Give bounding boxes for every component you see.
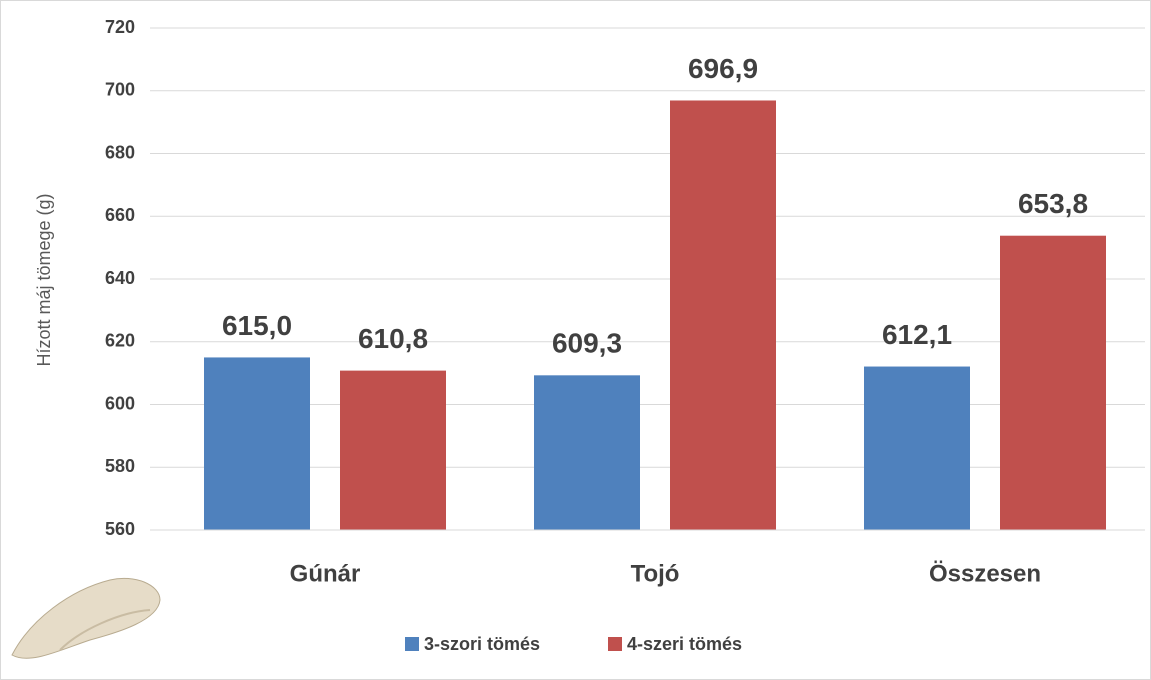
x-tick-label: Gúnár: [290, 560, 361, 587]
bar: [534, 375, 640, 530]
value-label: 610,8: [358, 323, 428, 354]
value-label: 609,3: [552, 328, 622, 359]
legend-label: 4-szeri tömés: [627, 634, 742, 654]
legend-swatch: [405, 637, 419, 651]
bar: [340, 370, 446, 530]
y-tick-label: 680: [105, 142, 135, 162]
value-label: 696,9: [688, 53, 758, 84]
value-label: 615,0: [222, 310, 292, 341]
legend-swatch: [608, 637, 622, 651]
bar: [670, 100, 776, 530]
value-label: 612,1: [882, 319, 952, 350]
y-axis-label: Hízott máj tömege (g): [34, 193, 54, 366]
y-tick-label: 720: [105, 17, 135, 37]
liver-illustration: [11, 577, 161, 659]
y-tick-label: 600: [105, 393, 135, 413]
x-tick-label: Összesen: [929, 560, 1041, 587]
y-tick-label: 660: [105, 205, 135, 225]
y-tick-label: 700: [105, 80, 135, 100]
bar: [864, 366, 970, 530]
y-tick-label: 620: [105, 331, 135, 351]
y-tick-label: 560: [105, 519, 135, 539]
y-tick-label: 640: [105, 268, 135, 288]
value-label: 653,8: [1018, 188, 1088, 219]
bar: [1000, 235, 1106, 530]
y-tick-label: 580: [105, 456, 135, 476]
x-tick-label: Tojó: [631, 560, 680, 587]
legend-label: 3-szori tömés: [424, 634, 540, 654]
bar: [204, 357, 310, 530]
